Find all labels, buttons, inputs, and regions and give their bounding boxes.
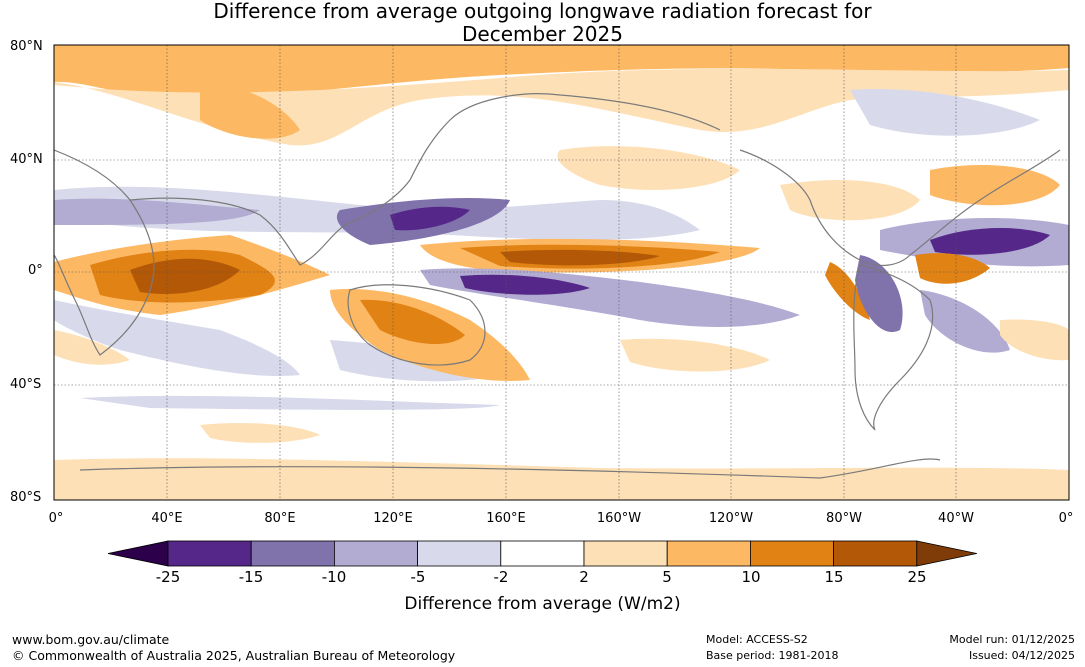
- australia-coast: [347, 284, 486, 366]
- equatorial-pacific-strong-positive: [500, 249, 660, 266]
- colorbar-extend-low: [107, 540, 169, 567]
- colorbar-tick: -5: [410, 568, 426, 586]
- brazil-positive: [915, 253, 990, 284]
- south-indian-negative: [54, 300, 300, 376]
- south-america-coast: [853, 264, 934, 431]
- philippine-sea-strong-negative: [390, 206, 470, 231]
- north-pacific-positive: [557, 146, 740, 190]
- colorbar-tick: -25: [155, 568, 181, 586]
- footer-base-period: Base period: 1981-2018: [706, 649, 839, 662]
- title-line-1: Difference from average outgoing longwav…: [213, 0, 872, 23]
- north-america-coast: [739, 149, 1061, 267]
- australia-moderate-positive: [360, 299, 465, 345]
- eurasia-coast: [129, 93, 721, 266]
- colorbar-title: Difference from average (W/m2): [404, 594, 681, 614]
- colorbar-tick: 10: [741, 568, 761, 586]
- colorbar-tick: 15: [824, 568, 844, 586]
- colorbar-segments: [107, 540, 977, 567]
- colorbar-segment: [666, 540, 751, 567]
- lon-label-0-west: 0°: [48, 511, 64, 526]
- lon-label-120w: 120°W: [708, 511, 754, 526]
- colorbar-segment: [583, 540, 668, 567]
- africa-coast: [54, 149, 155, 356]
- graticule: [54, 45, 1069, 500]
- south-africa-positive: [54, 330, 130, 365]
- colorbar-tick: -2: [493, 568, 509, 586]
- footer-issued: Issued: 04/12/2025: [968, 649, 1075, 662]
- colorbar-segment: [250, 540, 335, 567]
- anomaly-field: [54, 45, 1069, 500]
- lon-label-160w: 160°W: [596, 511, 642, 526]
- arctic-positive: [54, 45, 1069, 101]
- footer-copyright: © Commonwealth of Australia 2025, Austra…: [12, 648, 456, 663]
- colorbar-segment: [500, 540, 585, 567]
- siberia-positive: [200, 80, 300, 139]
- lon-label-80e: 80°E: [264, 511, 296, 526]
- lat-label-40s: 40°S: [10, 377, 42, 392]
- south-pacific-positive: [620, 338, 770, 372]
- antarctic-positive: [54, 458, 1069, 500]
- lat-label-80n: 80°N: [10, 39, 43, 54]
- southern-ocean-positive: [200, 423, 320, 443]
- indian-ocean-strong-positive: [130, 258, 240, 294]
- north-atlantic-positive: [930, 165, 1060, 206]
- north-america-positive: [780, 180, 920, 221]
- colorbar-segment: [167, 540, 252, 567]
- colorbar-segment: [750, 540, 835, 567]
- colorbar-segment: [333, 540, 418, 567]
- south-america-west-positive: [825, 262, 870, 320]
- colorbar-segment: [833, 540, 918, 567]
- colorbar-segment: [417, 540, 502, 567]
- southern-ocean-negative: [80, 395, 500, 410]
- coastlines: [54, 93, 1061, 479]
- amazon-negative: [855, 255, 903, 332]
- lon-label-0-east: 0°: [1058, 511, 1074, 526]
- lon-label-40w: 40°W: [938, 511, 974, 526]
- south-pacific-strong-negative: [460, 274, 590, 295]
- lon-label-40e: 40°E: [151, 511, 183, 526]
- map-title: Difference from average outgoing longwav…: [0, 0, 1085, 46]
- colorbar-tick: 2: [579, 568, 589, 586]
- atlantic-itcz-strong-negative: [930, 228, 1050, 255]
- lat-label-80s: 80°S: [10, 490, 42, 505]
- colorbar-tick: -10: [321, 568, 347, 586]
- colorbar-tick: 5: [662, 568, 672, 586]
- south-atlantic-negative: [920, 290, 1010, 353]
- north-midlat-positive: [54, 68, 1069, 146]
- arabia-negative: [54, 198, 260, 225]
- footer-model-run: Model run: 01/12/2025: [949, 633, 1075, 646]
- canada-negative: [850, 89, 1040, 136]
- east-atlantic-positive: [1000, 319, 1069, 361]
- footer-url: www.bom.gov.au/climate: [12, 632, 170, 647]
- lon-label-160e: 160°E: [486, 511, 526, 526]
- lon-label-80w: 80°W: [826, 511, 862, 526]
- map-frame: [53, 44, 1070, 501]
- lon-label-120e: 120°E: [373, 511, 413, 526]
- antarctica-coast: [79, 458, 941, 479]
- lat-label-40n: 40°N: [10, 152, 43, 167]
- lat-label-equator: 0°: [28, 263, 43, 278]
- colorbar-tick: 25: [907, 568, 927, 586]
- title-line-2: December 2025: [462, 22, 623, 46]
- colorbar-tick: -15: [238, 568, 264, 586]
- footer-model: Model: ACCESS-S2: [706, 633, 808, 646]
- colorbar-extend-high: [916, 540, 977, 567]
